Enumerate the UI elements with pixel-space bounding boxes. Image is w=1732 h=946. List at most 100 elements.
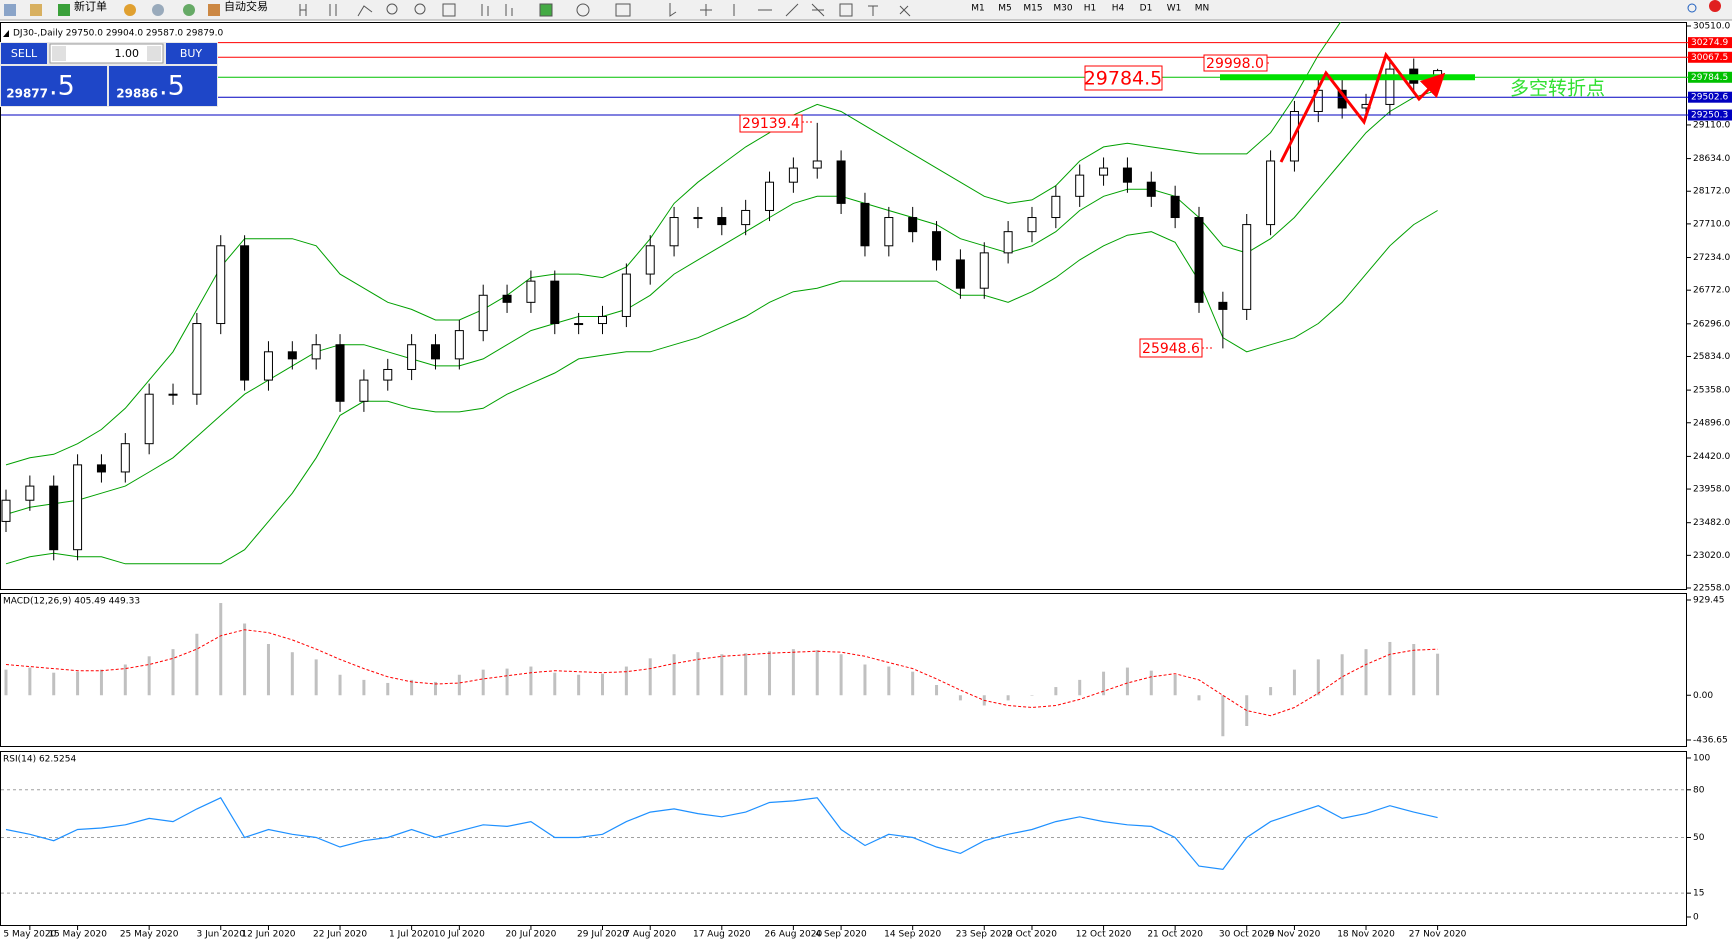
candle-body [836, 160, 846, 204]
timeframe[interactable]: M1 [971, 4, 985, 14]
macd-bar [863, 664, 867, 696]
lots-input[interactable] [49, 43, 164, 64]
buy-button[interactable] [166, 43, 217, 64]
timeframe[interactable]: M15 [1023, 4, 1042, 14]
y-tick-label: 30510.0 [1693, 22, 1730, 32]
x-tick-label: 29 Jul 2020 [577, 930, 628, 940]
new-order[interactable]: 新订单 [74, 0, 107, 13]
new-order-icon[interactable] [58, 4, 70, 16]
sell-button[interactable] [1, 43, 47, 64]
sell-label[interactable]: SELL [11, 47, 38, 60]
macd-title: MACD(12,26,9) 405.49 449.33 [3, 597, 140, 607]
buy-label[interactable]: BUY [180, 47, 203, 60]
candle-body [1122, 167, 1132, 183]
x-tick-label: 21 Oct 2020 [1147, 930, 1203, 940]
macd-bar [1292, 669, 1296, 696]
y-tick-label: 15 [1693, 889, 1704, 899]
candle-body [1003, 231, 1013, 254]
macd-bar [1269, 687, 1273, 696]
candle-body [621, 273, 631, 317]
bid-box[interactable] [1, 66, 107, 106]
macd-bar [1030, 695, 1034, 696]
y-tick-label: 23958.0 [1693, 485, 1730, 495]
level-label: 30067.5 [1691, 53, 1728, 63]
macd-bar [577, 674, 581, 696]
candle-body [1170, 195, 1180, 219]
x-tick-label: 4 Sep 2020 [815, 930, 867, 940]
candle-body [645, 245, 655, 275]
icon[interactable] [4, 4, 16, 16]
icon[interactable] [152, 4, 164, 16]
macd-bar [720, 654, 724, 696]
rsi-panel [0, 751, 1687, 926]
candle-body [263, 351, 273, 381]
macd-bar [768, 651, 772, 696]
alert-badge[interactable] [1709, 0, 1721, 12]
level-label: 29502.6 [1691, 93, 1728, 103]
x-tick-label: 14 Sep 2020 [884, 930, 941, 940]
candle-body [1075, 174, 1085, 197]
macd-bar [672, 654, 676, 696]
macd-bar [457, 674, 461, 696]
x-tick-label: 10 Jul 2020 [434, 930, 485, 940]
macd-bar [624, 666, 628, 696]
price-plot [1, 22, 1443, 565]
ask-box[interactable] [109, 66, 217, 106]
candle-body [1146, 181, 1156, 197]
candle-body [502, 294, 512, 303]
x-tick-label: 20 Jul 2020 [505, 930, 556, 940]
timeframe[interactable]: D1 [1140, 4, 1153, 14]
auto-trading[interactable]: 自动交易 [224, 0, 268, 13]
x-tick-label: 27 Nov 2020 [1409, 930, 1467, 940]
candle-body [168, 393, 178, 396]
lots-up[interactable] [147, 46, 161, 61]
bid-fraction[interactable]: .5 [49, 71, 75, 102]
candle-body [1, 499, 11, 522]
macd-bar [911, 671, 915, 696]
timeframe[interactable]: M30 [1053, 4, 1072, 14]
icon[interactable] [183, 4, 195, 16]
timeframe[interactable]: M5 [998, 4, 1012, 14]
icon[interactable] [30, 4, 42, 16]
ask-main[interactable]: 29886 [116, 87, 158, 101]
annotation: 29998.0 [1206, 56, 1264, 72]
timeframe[interactable]: H4 [1112, 4, 1125, 14]
macd-bar [935, 685, 939, 696]
candle-body [216, 245, 226, 325]
candle-body [1242, 224, 1252, 310]
y-tick-label: 28172.0 [1693, 187, 1730, 197]
search-icon[interactable] [1687, 3, 1697, 13]
y-tick-label: 27234.0 [1693, 253, 1730, 263]
macd-bar [887, 666, 891, 696]
x-tick-label: 23 Sep 2020 [956, 930, 1013, 940]
ask-fraction[interactable]: .5 [159, 71, 185, 102]
macd-bar [76, 671, 80, 696]
main-panel [0, 22, 1687, 590]
macd-bar [1149, 670, 1153, 696]
candle-body [1194, 217, 1204, 303]
bid-main[interactable]: 29877 [6, 87, 48, 101]
auto-trading-icon[interactable] [208, 4, 220, 16]
timeframe[interactable]: H1 [1084, 4, 1097, 14]
icon[interactable] [124, 4, 136, 16]
level-label-bg [1688, 91, 1732, 103]
trend-arrows [1279, 51, 1446, 163]
macd-bar [362, 679, 366, 696]
order-panel: SELL 1.00 BUY 29877 .5 29886 .5 [0, 42, 218, 107]
x-tick-label: 15 May 2020 [48, 930, 107, 940]
candle-body [478, 294, 488, 332]
lots-down[interactable] [52, 46, 66, 61]
macd-bar [147, 656, 151, 696]
macd-bar [744, 653, 748, 696]
macd-bar [1006, 695, 1010, 701]
macd-bar [1316, 659, 1320, 696]
timeframe[interactable]: MN [1195, 4, 1210, 14]
lots-value[interactable]: 1.00 [115, 47, 140, 60]
macd-bar [958, 695, 962, 701]
y-tick-label: 23482.0 [1693, 518, 1730, 528]
level-label: 29784.5 [1691, 73, 1728, 83]
y-tick-label: 100 [1693, 754, 1710, 764]
x-tick-label: 22 Jun 2020 [313, 930, 367, 940]
timeframe[interactable]: W1 [1167, 4, 1182, 14]
